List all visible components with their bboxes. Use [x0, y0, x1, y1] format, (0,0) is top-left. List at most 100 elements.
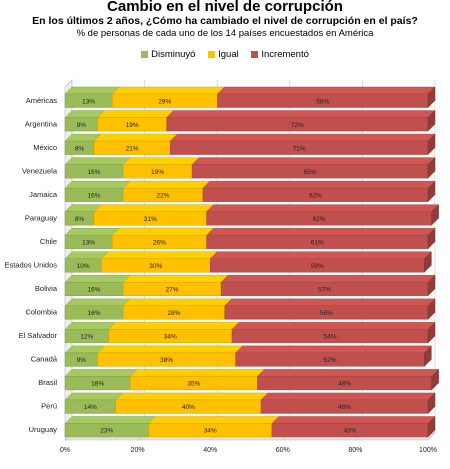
- data-label: 19%: [126, 122, 139, 129]
- bar-top-2: [191, 157, 436, 165]
- legend-swatch-igual: [208, 51, 216, 58]
- bar-top-2: [169, 133, 436, 142]
- category-label: Uruguay: [29, 425, 58, 434]
- bar-top-1: [111, 228, 215, 236]
- data-label: 10%: [77, 263, 90, 270]
- data-label: 61%: [311, 239, 324, 246]
- bar-top-2: [216, 86, 436, 95]
- bar-top-1: [97, 110, 175, 118]
- bar-top-2: [209, 251, 432, 259]
- data-label: 13%: [82, 239, 95, 246]
- bar-top-2: [202, 180, 436, 189]
- data-label: 28%: [167, 310, 180, 317]
- gridline-floor: [427, 432, 436, 441]
- x-tick-label: 20%: [131, 447, 145, 454]
- legend-label-incremento: Incrementó: [261, 49, 309, 60]
- bar-end-face: [427, 86, 436, 108]
- category-label: Colombia: [25, 308, 58, 317]
- legend-item-disminuyo: Disminuyó: [141, 49, 195, 60]
- bar-top-1: [122, 298, 233, 307]
- data-label: 34%: [204, 428, 217, 435]
- category-label: Argentina: [25, 119, 58, 128]
- x-tick-label: 100%: [419, 447, 437, 454]
- bar-top-1: [122, 157, 200, 165]
- legend-item-igual: Igual: [208, 49, 239, 60]
- data-label: 40%: [182, 404, 195, 411]
- x-tick-label: 0%: [60, 447, 70, 454]
- bar-top-0: [64, 322, 117, 330]
- bar-end-face: [431, 204, 439, 226]
- bar-end-face: [427, 274, 436, 297]
- data-label: 18%: [91, 381, 104, 388]
- data-label: 26%: [153, 239, 166, 246]
- bar-end-face: [427, 157, 436, 179]
- bar-top-0: [64, 275, 131, 283]
- bar-top-0: [64, 180, 131, 189]
- bar-top-2: [220, 275, 436, 283]
- bar-end-face: [427, 298, 436, 320]
- bar-top-0: [64, 392, 124, 401]
- data-label: 27%: [166, 287, 179, 294]
- legend-swatch-incremento: [251, 51, 259, 58]
- data-label: 48%: [338, 381, 351, 388]
- bar-top-1: [93, 133, 178, 142]
- data-label: 13%: [82, 98, 95, 105]
- category-label: Jamaica: [29, 190, 58, 199]
- data-label: 58%: [316, 98, 329, 105]
- data-label: 16%: [88, 192, 101, 199]
- bar-top-2: [235, 345, 432, 354]
- data-label: 52%: [323, 357, 336, 364]
- data-label: 71%: [293, 145, 306, 152]
- bar-top-2: [206, 204, 440, 212]
- data-label: 38%: [160, 357, 173, 364]
- category-label: Américas: [26, 96, 58, 105]
- data-label: 31%: [144, 216, 157, 223]
- category-label: Bolivia: [35, 284, 58, 293]
- bar-top-2: [206, 228, 436, 236]
- bar-top-2: [271, 416, 436, 424]
- bar-top-0: [64, 369, 138, 377]
- data-label: 19%: [151, 169, 164, 176]
- data-label: 14%: [84, 404, 97, 411]
- bar-top-2: [256, 369, 440, 377]
- bar-top-1: [111, 86, 225, 95]
- bar-top-1: [97, 345, 244, 354]
- category-label: El Salvador: [19, 331, 58, 340]
- data-label: 35%: [187, 381, 200, 388]
- category-label: Venezuela: [22, 166, 58, 175]
- bar-top-1: [129, 369, 265, 377]
- bar-top-1: [93, 204, 215, 212]
- x-tick-label: 40%: [203, 447, 217, 454]
- bar-top-1: [115, 392, 269, 401]
- bar-top-2: [166, 110, 436, 118]
- bar-end-face: [431, 368, 439, 391]
- bar-top-1: [148, 416, 280, 424]
- category-label: Paraguay: [25, 213, 57, 222]
- bar-top-0: [64, 298, 131, 307]
- data-label: 57%: [318, 287, 331, 294]
- bar-end-face: [427, 416, 436, 438]
- bar-top-2: [260, 392, 436, 401]
- category-label: Estados Unidos: [4, 261, 57, 270]
- bar-top-1: [122, 180, 211, 189]
- data-label: 9%: [77, 357, 87, 364]
- data-label: 72%: [291, 122, 304, 129]
- data-label: 16%: [88, 287, 101, 294]
- data-label: 21%: [126, 145, 139, 152]
- data-label: 8%: [75, 145, 85, 152]
- bar-top-0: [64, 228, 120, 236]
- data-label: 56%: [320, 310, 333, 317]
- bar-end-face: [424, 251, 432, 273]
- data-label: 23%: [100, 428, 113, 435]
- bar-end-face: [427, 133, 436, 156]
- data-label: 29%: [158, 98, 171, 105]
- data-label: 65%: [304, 169, 317, 176]
- x-tick-label: 60%: [276, 447, 290, 454]
- bar-top-2: [224, 298, 436, 307]
- data-label: 16%: [88, 310, 101, 317]
- category-label: Chile: [40, 237, 57, 246]
- data-label: 30%: [149, 263, 162, 270]
- data-label: 62%: [313, 216, 326, 223]
- data-label: 8%: [75, 216, 85, 223]
- data-label: 62%: [309, 192, 322, 199]
